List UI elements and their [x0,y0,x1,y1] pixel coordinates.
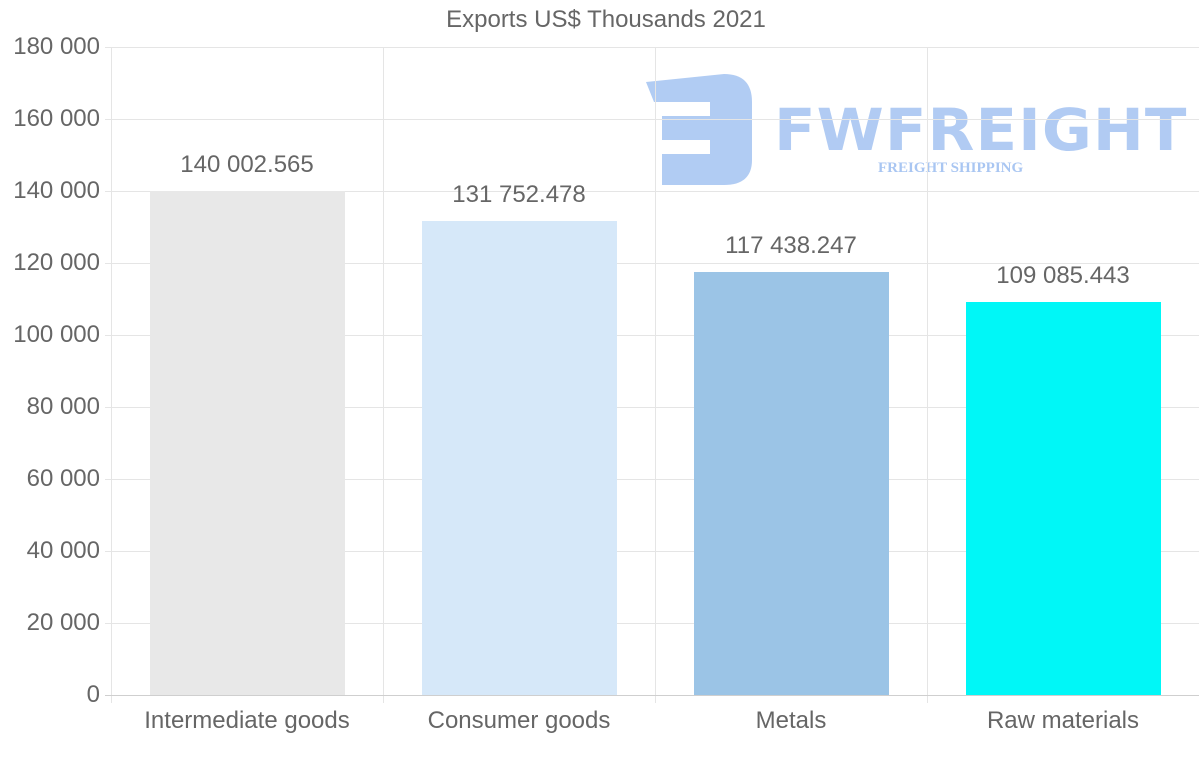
y-axis-line [111,47,112,703]
fwfreight-watermark [646,72,1156,187]
y-tick-label: 20 000 [26,609,100,636]
value-label: 140 002.565 [180,151,314,178]
gridline-60000 [105,479,1199,480]
value-label: 117 438.247 [725,232,857,259]
gridline-80000 [105,407,1199,408]
bar-consumer-goods[interactable] [422,221,617,695]
y-tick-label: 100 000 [13,321,100,348]
bar-metals[interactable] [694,272,889,695]
y-tick-label: 80 000 [26,393,100,420]
fwfreight-logo-icon [646,74,752,185]
gridline-160000 [105,119,1199,120]
x-category-label: Consumer goods [427,707,611,734]
value-label: 109 085.443 [996,262,1130,289]
y-tick-label: 0 [86,681,100,708]
x-axis-line [105,695,1199,696]
gridline-180000 [105,47,1199,48]
y-tick-label: 40 000 [26,537,100,564]
y-tick-label: 60 000 [26,465,100,492]
chart-title: Exports US$ Thousands 2021 [446,6,766,33]
x-category-label: Raw materials [986,707,1140,734]
gridline-100000 [105,335,1199,336]
y-tick-label: 180 000 [13,33,100,60]
bar-intermediate-goods[interactable] [150,191,345,695]
gridline-140000 [105,191,1199,192]
bar-raw-materials[interactable] [966,302,1161,695]
watermark-tagline: FREIGHT SHIPPING [878,160,1024,176]
gridline-120000 [105,263,1199,264]
gridline-40000 [105,551,1199,552]
value-label: 131 752.478 [452,181,586,208]
gridline-v1 [383,47,384,703]
y-tick-label: 120 000 [13,249,100,276]
watermark-brand: FWFREIGHT [774,96,1188,164]
plot-area: 140 002.565 131 752.478 117 438.247 109 … [105,47,1199,703]
y-tick-label: 160 000 [13,105,100,132]
x-category-label: Intermediate goods [144,707,350,734]
y-tick-label: 140 000 [13,177,100,204]
gridline-v3 [927,47,928,703]
x-category-label: Metals [755,707,827,734]
gridline-20000 [105,623,1199,624]
gridline-v2 [655,47,656,703]
